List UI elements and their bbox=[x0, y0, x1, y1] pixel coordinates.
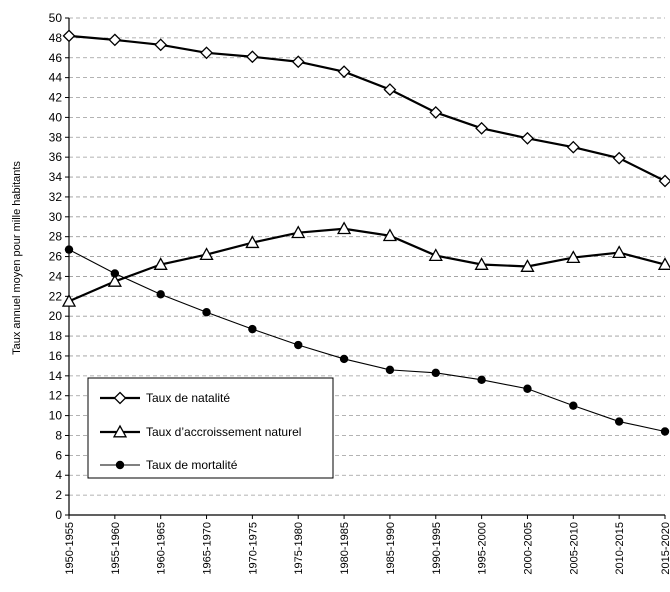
data-point-circle bbox=[523, 385, 531, 393]
data-point-circle bbox=[248, 325, 256, 333]
x-tick-label: 1985-1990 bbox=[385, 522, 397, 575]
data-point-diamond bbox=[476, 123, 487, 134]
series-2 bbox=[63, 223, 670, 306]
y-tick-label: 16 bbox=[49, 349, 63, 363]
x-tick-label: 1970-1975 bbox=[247, 522, 259, 575]
data-point-circle bbox=[111, 269, 119, 277]
y-tick-label: 8 bbox=[55, 428, 62, 442]
data-point-diamond bbox=[660, 176, 670, 187]
data-point-circle bbox=[156, 290, 164, 298]
y-tick-label: 42 bbox=[49, 91, 63, 105]
y-tick-label: 6 bbox=[55, 448, 62, 462]
y-tick-label: 14 bbox=[49, 369, 63, 383]
data-point-diamond bbox=[64, 30, 75, 41]
data-point-circle bbox=[615, 417, 623, 425]
x-axis-ticks: 1950-1955 1955-1960 1960-1965 1965-1970 1970… bbox=[64, 515, 670, 575]
y-axis-ticks: 0246810121416182022242628303234363840424… bbox=[49, 11, 69, 522]
y-tick-label: 40 bbox=[49, 110, 63, 124]
legend-label: Taux de mortalité bbox=[146, 458, 238, 472]
series-1 bbox=[64, 30, 670, 186]
data-point-circle bbox=[340, 355, 348, 363]
y-tick-label: 30 bbox=[49, 210, 63, 224]
legend-label: Taux d’accroissement naturel bbox=[146, 425, 301, 439]
data-point-diamond bbox=[339, 66, 350, 77]
y-tick-label: 26 bbox=[49, 250, 63, 264]
data-point-circle bbox=[202, 308, 210, 316]
data-point-diamond bbox=[614, 153, 625, 164]
y-tick-label: 38 bbox=[49, 130, 63, 144]
y-tick-label: 34 bbox=[49, 170, 63, 184]
y-tick-label: 0 bbox=[55, 508, 62, 522]
legend: Taux de natalité Taux d’accroissement nat… bbox=[88, 378, 333, 478]
x-tick-label: 1995-2000 bbox=[477, 522, 489, 575]
data-point-circle bbox=[65, 245, 73, 253]
y-tick-label: 48 bbox=[49, 31, 63, 45]
y-tick-label: 10 bbox=[49, 409, 63, 423]
x-tick-label: 1965-1970 bbox=[202, 522, 214, 575]
y-tick-label: 50 bbox=[49, 11, 63, 25]
series bbox=[63, 30, 670, 435]
y-tick-label: 24 bbox=[49, 269, 63, 283]
x-tick-label: 1950-1955 bbox=[64, 522, 76, 575]
legend-item: Taux de natalité bbox=[100, 391, 230, 405]
y-tick-label: 36 bbox=[49, 150, 63, 164]
y-axis-title: Taux annuel moyen pour mille habitants bbox=[11, 161, 23, 355]
data-point-diamond bbox=[430, 107, 441, 118]
y-tick-label: 4 bbox=[55, 468, 62, 482]
y-tick-label: 12 bbox=[49, 389, 63, 403]
y-tick-label: 20 bbox=[49, 309, 63, 323]
x-tick-label: 2005-2010 bbox=[568, 522, 580, 575]
data-point-circle bbox=[432, 369, 440, 377]
y-tick-label: 46 bbox=[49, 51, 63, 65]
y-tick-label: 18 bbox=[49, 329, 63, 343]
x-tick-label: 2000-2005 bbox=[522, 522, 534, 575]
x-tick-label: 1975-1980 bbox=[293, 522, 305, 575]
data-point-circle bbox=[116, 461, 124, 469]
y-tick-label: 32 bbox=[49, 190, 63, 204]
data-point-triangle bbox=[430, 250, 442, 261]
legend-label: Taux de natalité bbox=[146, 391, 230, 405]
y-tick-label: 22 bbox=[49, 289, 63, 303]
y-tick-label: 44 bbox=[49, 71, 63, 85]
data-point-diamond bbox=[201, 47, 212, 58]
x-tick-label: 1980-1985 bbox=[339, 522, 351, 575]
data-point-diamond bbox=[522, 133, 533, 144]
data-point-diamond bbox=[155, 39, 166, 50]
data-point-circle bbox=[294, 341, 302, 349]
data-point-diamond bbox=[109, 34, 120, 45]
y-tick-label: 28 bbox=[49, 230, 63, 244]
data-point-circle bbox=[661, 427, 669, 435]
x-tick-label: 2015-2020 bbox=[660, 522, 670, 575]
data-point-diamond bbox=[568, 142, 579, 153]
data-point-circle bbox=[386, 366, 394, 374]
x-tick-label: 1960-1965 bbox=[156, 522, 168, 575]
y-tick-label: 2 bbox=[55, 488, 62, 502]
data-point-diamond bbox=[384, 84, 395, 95]
x-tick-label: 1990-1995 bbox=[431, 522, 443, 575]
x-tick-label: 2010-2015 bbox=[614, 522, 626, 575]
x-tick-label: 1955-1960 bbox=[110, 522, 122, 575]
data-point-triangle bbox=[63, 295, 75, 306]
data-point-circle bbox=[569, 401, 577, 409]
data-point-circle bbox=[477, 376, 485, 384]
data-point-diamond bbox=[247, 51, 258, 62]
